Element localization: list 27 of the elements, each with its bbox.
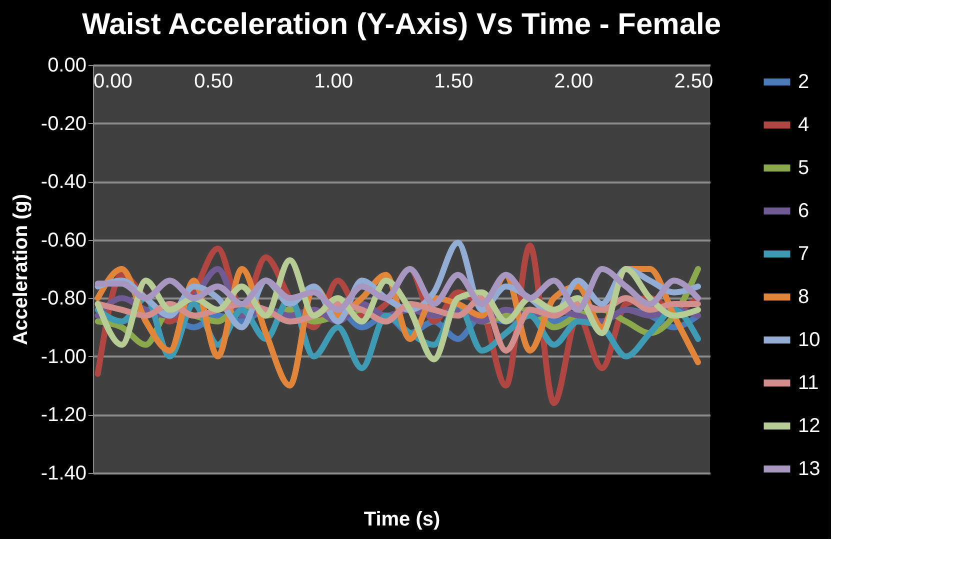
x-axis-title: Time (s) (364, 508, 440, 530)
x-tick-label: 0.00 (94, 70, 132, 92)
legend-label: 8 (798, 286, 810, 308)
y-tick-label: -0.80 (40, 288, 86, 310)
x-tick-label: 1.00 (314, 70, 354, 92)
legend-label: 7 (798, 243, 810, 265)
legend-label: 13 (798, 458, 820, 480)
legend-label: 11 (798, 372, 819, 394)
x-tick-label: 0.50 (194, 70, 234, 92)
y-tick-label: -1.40 (40, 462, 86, 484)
legend-label: 12 (798, 415, 820, 437)
chart-title: Waist Acceleration (Y-Axis) Vs Time - Female (82, 8, 722, 41)
y-tick-label: -1.20 (40, 404, 86, 426)
y-tick-label: -0.40 (40, 171, 86, 194)
legend-label: 4 (798, 114, 810, 136)
legend-label: 10 (798, 329, 820, 351)
y-tick-label: -0.60 (40, 229, 86, 252)
x-tick-label: 1.50 (434, 70, 474, 92)
y-tick-label: -1.00 (40, 346, 86, 368)
y-tick-label: -0.20 (40, 112, 86, 135)
x-tick-label: 2.50 (674, 70, 714, 92)
legend-label: 5 (798, 157, 810, 179)
y-tick-label: 0.00 (48, 54, 86, 76)
x-tick-label: 2.00 (554, 70, 594, 92)
legend-label: 6 (798, 200, 810, 222)
legend-label: 2 (798, 71, 810, 93)
y-axis-title: Acceleration (g) (10, 194, 32, 346)
